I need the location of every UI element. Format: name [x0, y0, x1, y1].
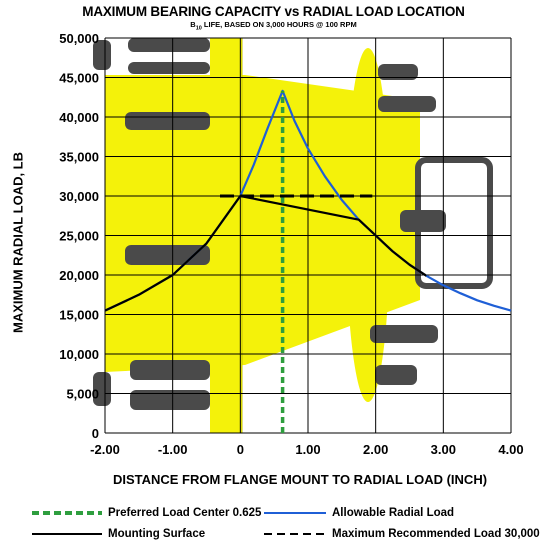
- y-tick-label: 40,000: [59, 110, 99, 125]
- tick-labels: 0 5,000 10,000 15,000 20,000 25,000 30,000 35,0…: [59, 31, 523, 457]
- series-mounting-surface: [104, 194, 428, 312]
- y-tick-label: 10,000: [59, 347, 99, 362]
- legend-swatch-preferred: [32, 511, 102, 515]
- legend-swatch-max-load: [264, 533, 326, 535]
- y-tick-label: 15,000: [59, 308, 99, 323]
- subtitle-rest: LIFE, BASED ON 3,000 HOURS @ 100 RPM: [201, 20, 357, 29]
- bolt-stud-4: [130, 360, 210, 380]
- x-tick-label: 2.00: [363, 442, 388, 457]
- wheel-flange: [346, 48, 390, 402]
- legend-label-preferred: Preferred Load Center 0.625: [108, 507, 262, 519]
- bolt-stud-12: [93, 372, 111, 406]
- hub-body: [105, 75, 420, 372]
- legend-item-preferred: Preferred Load Center 0.625: [30, 507, 261, 519]
- x-tick-label: 0: [237, 442, 244, 457]
- legend-label-max-load: Maximum Recommended Load 30,000: [332, 528, 540, 540]
- legend-swatch-mounting: [32, 533, 102, 535]
- bolt-stud-9: [370, 325, 438, 343]
- y-tick-label: 5,000: [66, 387, 99, 402]
- chart-title: MAXIMUM BEARING CAPACITY vs RADIAL LOAD …: [82, 4, 465, 19]
- legend-item-max-load: Maximum Recommended Load 30,000: [262, 528, 540, 540]
- bolt-stud-6: [378, 64, 418, 80]
- legend-label-mounting: Mounting Surface: [108, 528, 206, 540]
- y-axis-label: MAXIMUM RADIAL LOAD, LB: [10, 151, 26, 334]
- y-tick-label: 0: [92, 426, 99, 441]
- x-axis-label: DISTANCE FROM FLANGE MOUNT TO RADIAL LOA…: [112, 472, 488, 487]
- x-tick-label: 3.00: [431, 442, 456, 457]
- y-tick-label: 25,000: [59, 229, 99, 244]
- bolt-stud-10: [375, 365, 417, 385]
- y-tick-label: 20,000: [59, 268, 99, 283]
- x-tick-label: 4.00: [498, 442, 523, 457]
- subtitle-b: B: [190, 20, 196, 29]
- legend-item-allowable: Allowable Radial Load: [262, 507, 454, 519]
- bracket-outline: [415, 157, 493, 289]
- bolt-stud-2: [125, 112, 210, 130]
- legend-item-mounting: Mounting Surface: [30, 528, 205, 540]
- series-group: [104, 89, 512, 433]
- x-tick-label: -2.00: [90, 442, 120, 457]
- bolt-stud-8: [400, 210, 446, 232]
- x-tick-label: -1.00: [158, 442, 188, 457]
- chart-subtitle: B10 LIFE, BASED ON 3,000 HOURS @ 100 RPM: [0, 20, 547, 32]
- subtitle-sub: 10: [195, 25, 202, 32]
- bolt-stud-3: [125, 245, 210, 265]
- bolt-stud-7: [378, 96, 436, 112]
- x-tick-label: 1.00: [295, 442, 320, 457]
- y-tick-label: 30,000: [59, 189, 99, 204]
- y-tick-label: 35,000: [59, 150, 99, 165]
- bolt-stud-5: [130, 390, 210, 410]
- bolt-stud-0: [128, 38, 210, 52]
- legend-swatch-allowable: [264, 512, 326, 514]
- hub-illustration: [93, 38, 493, 433]
- bolt-stud-1: [128, 62, 210, 74]
- y-tick-label: 50,000: [59, 31, 99, 46]
- bolt-stud-11: [93, 40, 111, 70]
- y-tick-label: 45,000: [59, 71, 99, 86]
- legend-label-allowable: Allowable Radial Load: [332, 507, 455, 519]
